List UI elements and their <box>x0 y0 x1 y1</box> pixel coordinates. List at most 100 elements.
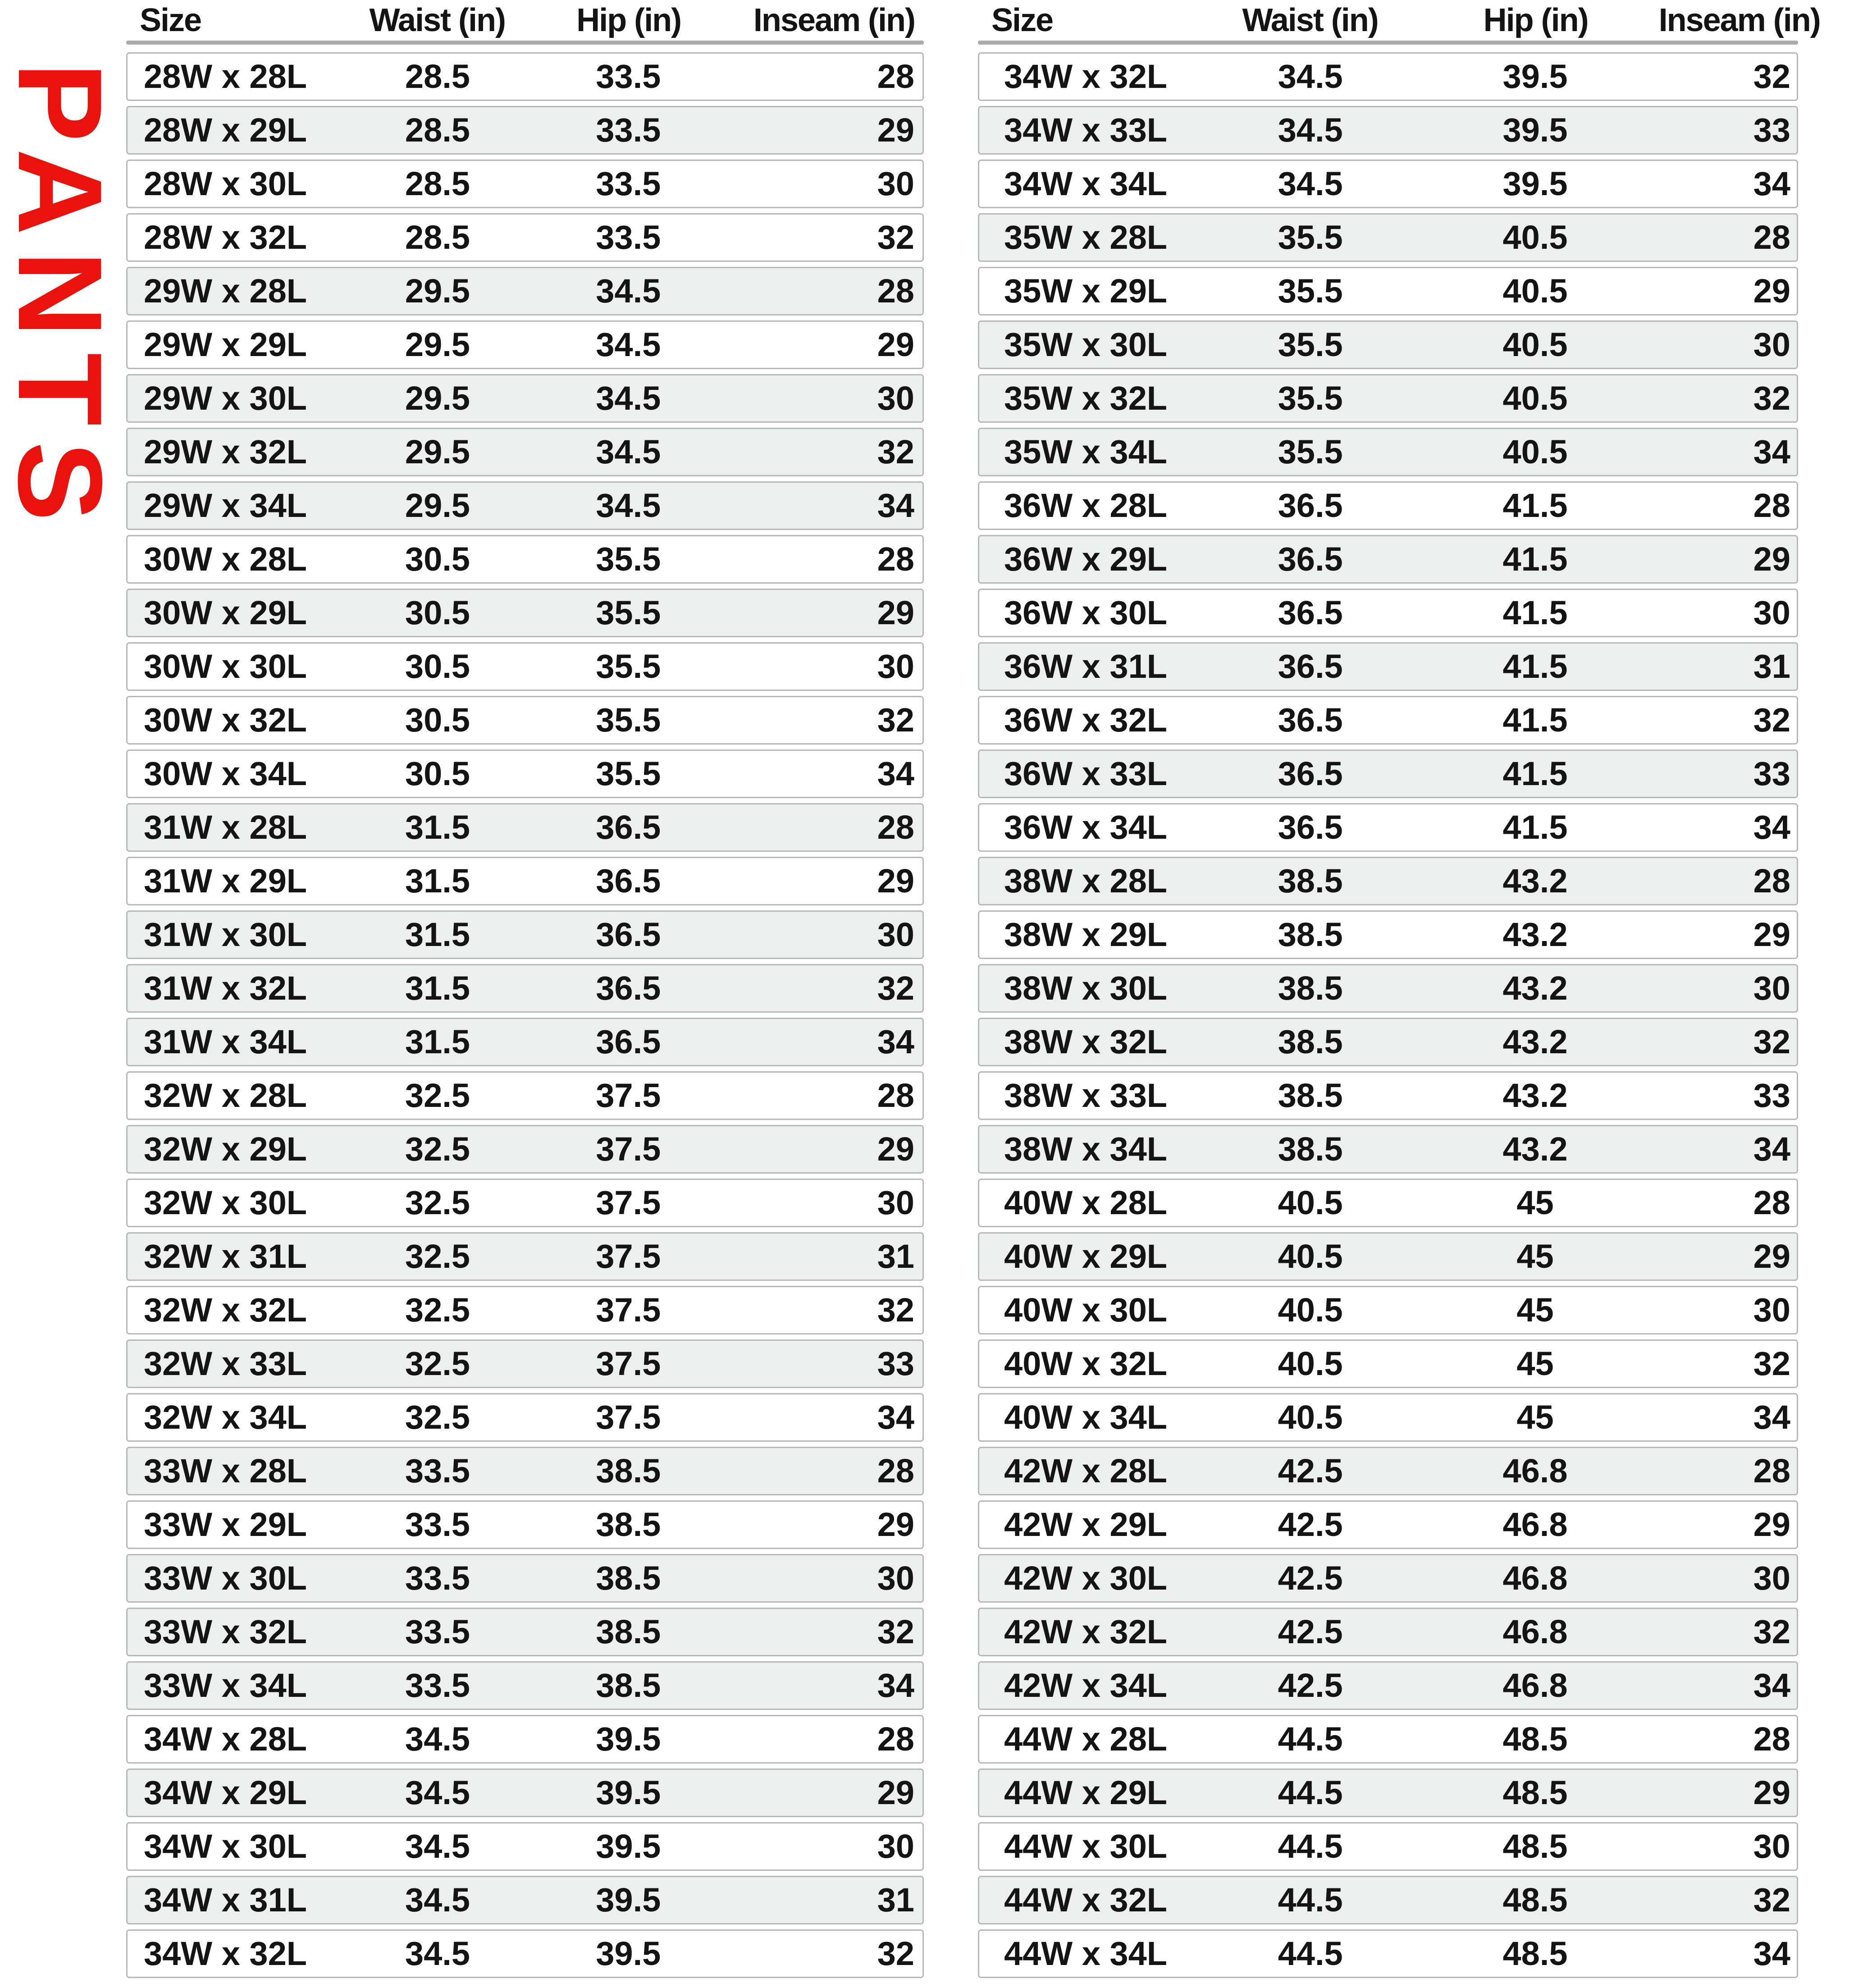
cell-hip: 43.2 <box>1502 862 1568 900</box>
cell-waist: 42.5 <box>1278 1667 1343 1704</box>
cell-size: 32W x 28L <box>144 1077 307 1114</box>
cell-hip: 34.5 <box>596 487 661 524</box>
cell-size: 31W x 30L <box>144 916 307 953</box>
cell-hip: 37.5 <box>596 1184 661 1221</box>
table-row: 38W x 29L 38.5 43.2 29 <box>978 910 1798 959</box>
cell-size: 35W x 30L <box>1004 326 1167 363</box>
cell-hip: 36.5 <box>596 862 661 900</box>
table-row: 34W x 30L 34.5 39.5 30 <box>126 1822 924 1871</box>
cell-hip: 35.5 <box>596 648 661 685</box>
table-row: 28W x 29L 28.5 33.5 29 <box>126 106 924 155</box>
table-row: 38W x 32L 38.5 43.2 32 <box>978 1018 1798 1066</box>
size-table-right: Size Waist (in) Hip (in) Inseam (in) 34W… <box>978 3 1821 1983</box>
cell-hip: 38.5 <box>596 1452 661 1490</box>
table-row: 31W x 28L 31.5 36.5 28 <box>126 803 924 852</box>
cell-hip: 35.5 <box>596 540 661 578</box>
table-row: 30W x 28L 30.5 35.5 28 <box>126 535 924 584</box>
cell-size: 33W x 32L <box>144 1613 307 1650</box>
cell-size: 42W x 28L <box>1004 1452 1167 1490</box>
cell-hip: 37.5 <box>596 1398 661 1436</box>
cell-size: 44W x 34L <box>1004 1935 1167 1972</box>
table-row: 29W x 28L 29.5 34.5 28 <box>126 267 924 315</box>
table-row: 44W x 28L 44.5 48.5 28 <box>978 1715 1798 1764</box>
table-row: 44W x 29L 44.5 48.5 29 <box>978 1769 1798 1817</box>
cell-inseam: 30 <box>1753 594 1790 631</box>
cell-waist: 32.5 <box>405 1238 470 1275</box>
table-row: 29W x 30L 29.5 34.5 30 <box>126 374 924 423</box>
cell-inseam: 28 <box>877 272 914 310</box>
table-body: 28W x 28L 28.5 33.5 28 28W x 29L 28.5 33.5 29 28… <box>126 52 924 1978</box>
cell-size: 33W x 29L <box>144 1506 307 1543</box>
cell-waist: 32.5 <box>405 1184 470 1221</box>
header-underline <box>126 41 924 45</box>
cell-hip: 38.5 <box>596 1559 661 1597</box>
table-row: 36W x 33L 36.5 41.5 33 <box>978 749 1798 798</box>
cell-waist: 42.5 <box>1278 1506 1343 1543</box>
cell-size: 40W x 28L <box>1004 1184 1167 1221</box>
cell-waist: 42.5 <box>1278 1613 1343 1650</box>
cell-inseam: 33 <box>877 1345 914 1382</box>
table-row: 35W x 30L 35.5 40.5 30 <box>978 320 1798 369</box>
cell-hip: 39.5 <box>596 1828 661 1865</box>
cell-size: 30W x 28L <box>144 540 307 578</box>
cell-hip: 40.5 <box>1502 272 1568 310</box>
cell-size: 32W x 29L <box>144 1130 307 1168</box>
cell-size: 29W x 29L <box>144 326 307 363</box>
cell-hip: 35.5 <box>596 594 661 631</box>
cell-hip: 40.5 <box>1502 379 1568 417</box>
cell-waist: 40.5 <box>1278 1398 1343 1436</box>
cell-inseam: 32 <box>1753 379 1790 417</box>
cell-inseam: 30 <box>1753 969 1790 1007</box>
cell-size: 31W x 34L <box>144 1023 307 1060</box>
cell-inseam: 29 <box>877 1130 914 1168</box>
table-row: 38W x 30L 38.5 43.2 30 <box>978 964 1798 1013</box>
cell-size: 28W x 30L <box>144 165 307 202</box>
cell-waist: 34.5 <box>1278 111 1343 149</box>
cell-hip: 41.5 <box>1502 594 1568 631</box>
cell-hip: 39.5 <box>596 1881 661 1919</box>
cell-waist: 31.5 <box>405 809 470 846</box>
cell-hip: 36.5 <box>596 916 661 953</box>
cell-inseam: 30 <box>877 648 914 685</box>
table-row: 29W x 29L 29.5 34.5 29 <box>126 320 924 369</box>
cell-size: 35W x 28L <box>1004 219 1167 256</box>
cell-waist: 36.5 <box>1278 648 1343 685</box>
cell-hip: 45 <box>1516 1291 1554 1329</box>
cell-waist: 38.5 <box>1278 969 1343 1007</box>
table-row: 32W x 29L 32.5 37.5 29 <box>126 1125 924 1174</box>
cell-waist: 36.5 <box>1278 809 1343 846</box>
cell-inseam: 29 <box>877 1506 914 1543</box>
table-row: 35W x 28L 35.5 40.5 28 <box>978 213 1798 262</box>
cell-size: 29W x 32L <box>144 433 307 471</box>
cell-hip: 40.5 <box>1502 433 1568 471</box>
cell-inseam: 32 <box>1753 1881 1790 1919</box>
table-row: 30W x 34L 30.5 35.5 34 <box>126 749 924 798</box>
cell-inseam: 32 <box>877 1291 914 1329</box>
table-row: 34W x 33L 34.5 39.5 33 <box>978 106 1798 155</box>
cell-size: 35W x 34L <box>1004 433 1167 471</box>
cell-waist: 29.5 <box>405 272 470 310</box>
cell-size: 42W x 29L <box>1004 1506 1167 1543</box>
cell-size: 33W x 28L <box>144 1452 307 1490</box>
table-row: 31W x 32L 31.5 36.5 32 <box>126 964 924 1013</box>
cell-hip: 36.5 <box>596 809 661 846</box>
table-row: 44W x 30L 44.5 48.5 30 <box>978 1822 1798 1871</box>
table-row: 32W x 32L 32.5 37.5 32 <box>126 1286 924 1334</box>
cell-inseam: 28 <box>877 58 914 95</box>
cell-waist: 38.5 <box>1278 1077 1343 1114</box>
cell-hip: 39.5 <box>596 1720 661 1758</box>
cell-waist: 34.5 <box>1278 165 1343 202</box>
cell-inseam: 28 <box>877 809 914 846</box>
cell-inseam: 32 <box>877 433 914 471</box>
cell-waist: 30.5 <box>405 755 470 792</box>
cell-waist: 36.5 <box>1278 487 1343 524</box>
cell-waist: 29.5 <box>405 433 470 471</box>
cell-waist: 35.5 <box>1278 379 1343 417</box>
cell-waist: 40.5 <box>1278 1345 1343 1382</box>
cell-inseam: 29 <box>877 862 914 900</box>
table-row: 32W x 34L 32.5 37.5 34 <box>126 1393 924 1442</box>
cell-waist: 30.5 <box>405 594 470 631</box>
cell-hip: 33.5 <box>596 165 661 202</box>
cell-hip: 48.5 <box>1502 1881 1568 1919</box>
cell-waist: 34.5 <box>405 1881 470 1919</box>
